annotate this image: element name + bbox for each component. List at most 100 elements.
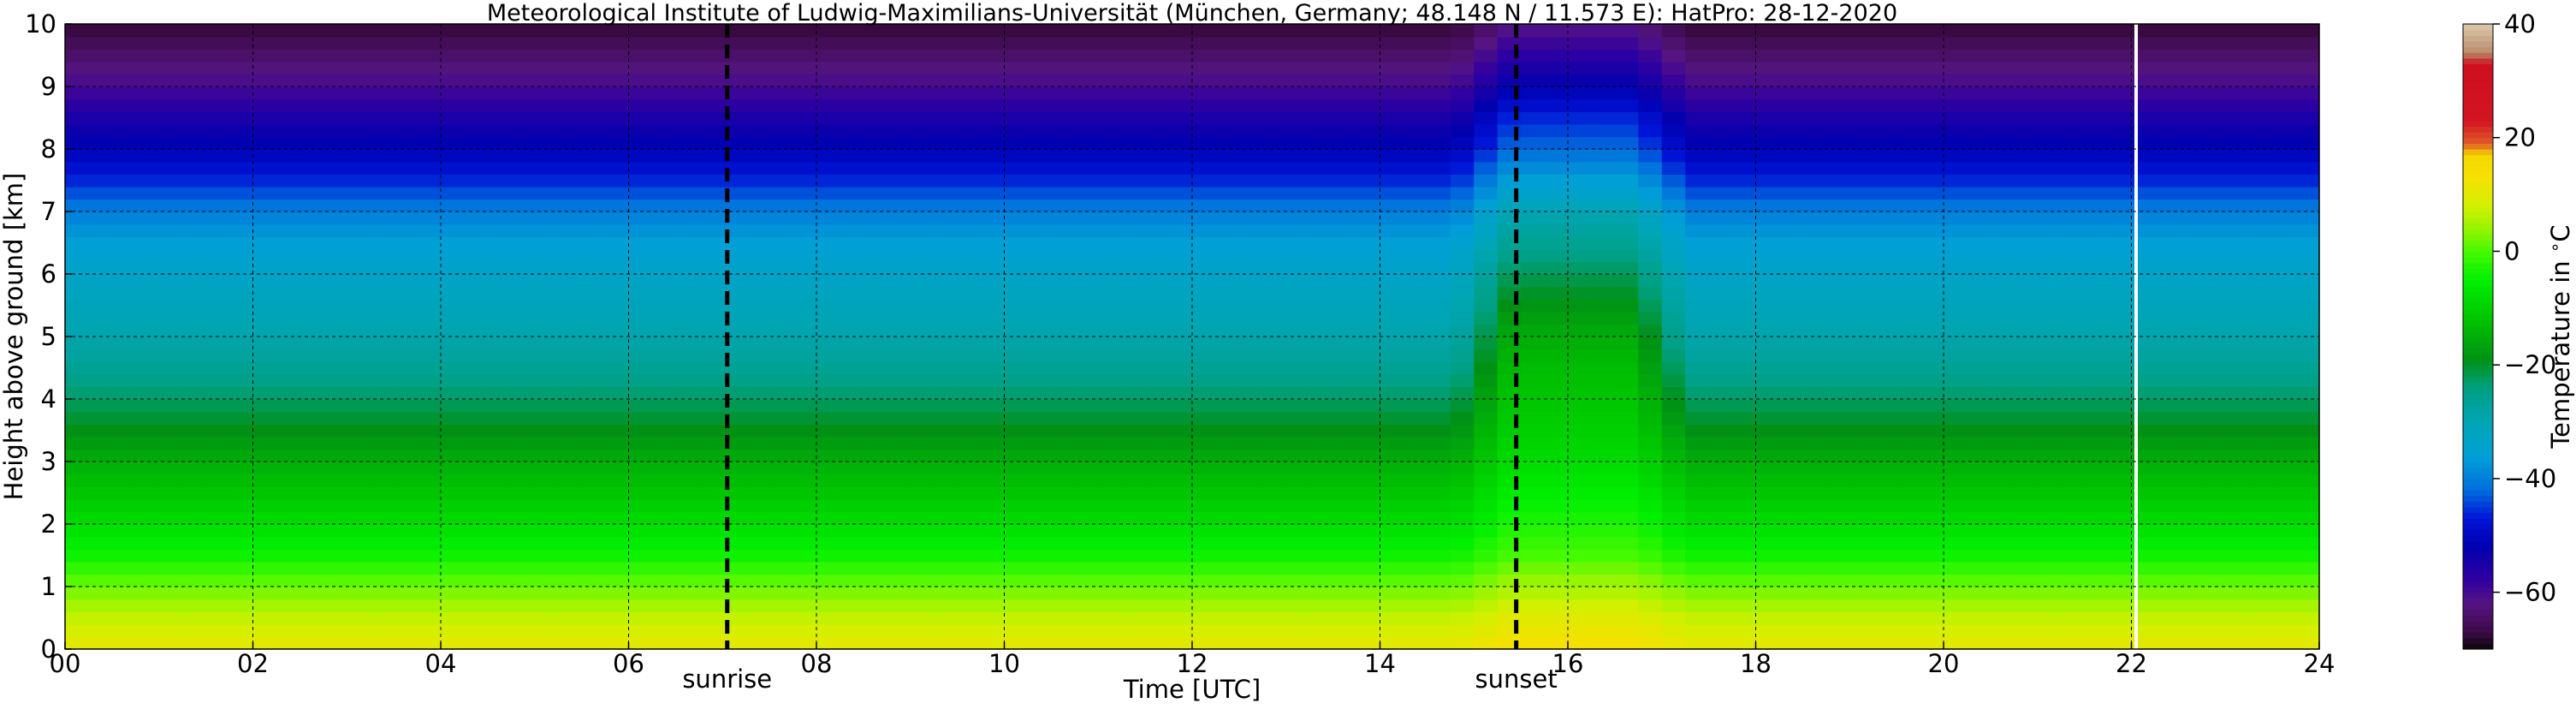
heatmap-cell [2155, 49, 2179, 62]
heatmap-cell [1967, 361, 1991, 374]
heatmap-cell [1286, 562, 1310, 575]
heatmap-cell [1051, 574, 1075, 587]
heatmap-cell [1286, 149, 1310, 162]
heatmap-cell [1098, 111, 1122, 124]
heatmap-cell [1826, 136, 1850, 149]
heatmap-cell [253, 474, 277, 487]
heatmap-cell [699, 624, 723, 637]
heatmap-cell [112, 361, 136, 374]
heatmap-cell [2038, 412, 2062, 425]
heatmap-cell [629, 99, 653, 112]
heatmap-cell [911, 49, 935, 62]
heatmap-cell [135, 587, 159, 599]
heatmap-cell [1779, 399, 1803, 412]
heatmap-cell [958, 386, 982, 399]
heatmap-cell [1662, 562, 1686, 575]
heatmap-cell [1404, 587, 1427, 599]
heatmap-cell [1521, 599, 1545, 612]
heatmap-cell [65, 511, 89, 524]
heatmap-cell [958, 212, 982, 224]
heatmap-cell [441, 549, 465, 562]
heatmap-cell [1802, 187, 1826, 200]
heatmap-cell [2296, 187, 2320, 200]
heatmap-cell [1474, 361, 1498, 374]
heatmap-cell [2296, 261, 2320, 274]
heatmap-cell [2014, 236, 2038, 249]
heatmap-cell [1356, 199, 1380, 212]
heatmap-cell [1427, 162, 1451, 175]
heatmap-cell [441, 474, 465, 487]
heatmap-cell [135, 349, 159, 362]
colorbar-segment [2463, 513, 2493, 519]
heatmap-cell [1896, 386, 1920, 399]
heatmap-cell [1849, 486, 1873, 499]
y-tick-label: 0 [41, 635, 56, 664]
heatmap-cell [699, 162, 723, 175]
heatmap-cell [2061, 486, 2085, 499]
heatmap-cell [1333, 236, 1357, 249]
heatmap-cell [394, 636, 418, 649]
heatmap-cell [911, 62, 935, 74]
heatmap-cell [981, 199, 1005, 212]
heatmap-cell [1169, 86, 1193, 99]
heatmap-cell [1286, 424, 1310, 437]
heatmap-cell [1215, 312, 1239, 325]
heatmap-cell [1192, 199, 1216, 212]
heatmap-cell [2108, 187, 2132, 200]
heatmap-cell [1474, 511, 1498, 524]
heatmap-cell [887, 524, 911, 537]
heatmap-cell [1849, 524, 1873, 537]
heatmap-cell [323, 224, 347, 237]
heatmap-cell [535, 312, 559, 325]
heatmap-cell [2178, 499, 2202, 512]
heatmap-cell [1239, 537, 1263, 550]
heatmap-cell [1638, 162, 1662, 175]
heatmap-cell [394, 312, 418, 325]
heatmap-cell [840, 287, 864, 300]
heatmap-cell [347, 187, 371, 200]
heatmap-cell [1615, 274, 1639, 287]
heatmap-cell [511, 37, 535, 50]
heatmap-cell [1380, 374, 1404, 387]
heatmap-cell [2085, 86, 2109, 99]
heatmap-cell [182, 162, 206, 175]
heatmap-cell [135, 337, 159, 349]
heatmap-cell [1967, 587, 1991, 599]
heatmap-cell [699, 399, 723, 412]
heatmap-cell [1732, 274, 1756, 287]
heatmap-cell [1286, 412, 1310, 425]
heatmap-cell [1262, 99, 1286, 112]
heatmap-cell [1215, 261, 1239, 274]
heatmap-cell [1873, 162, 1897, 175]
heatmap-cell [159, 337, 183, 349]
heatmap-cell [958, 236, 982, 249]
heatmap-cell [2108, 236, 2132, 249]
heatmap-cell [206, 49, 230, 62]
heatmap-cell [1944, 24, 1968, 37]
heatmap-cell [1169, 337, 1193, 349]
heatmap-cell [182, 412, 206, 425]
heatmap-cell [2038, 549, 2062, 562]
heatmap-cell [1638, 524, 1662, 537]
heatmap-cell [605, 187, 629, 200]
heatmap-cell [1356, 111, 1380, 124]
heatmap-cell [816, 287, 840, 300]
heatmap-cell [2225, 312, 2249, 325]
heatmap-cell [394, 136, 418, 149]
heatmap-cell [394, 124, 418, 137]
heatmap-cell [488, 599, 512, 612]
heatmap-cell [371, 187, 395, 200]
heatmap-cell [2202, 537, 2226, 550]
heatmap-cell [1779, 374, 1803, 387]
heatmap-cell [1638, 449, 1662, 462]
heatmap-cell [182, 537, 206, 550]
heatmap-cell [1239, 111, 1263, 124]
heatmap-cell [112, 374, 136, 387]
heatmap-cell [1192, 174, 1216, 187]
heatmap-cell [699, 462, 723, 474]
heatmap-cell [229, 537, 253, 550]
heatmap-cell [864, 349, 887, 362]
heatmap-cell [1802, 349, 1826, 362]
heatmap-cell [1356, 424, 1380, 437]
heatmap-cell [1662, 636, 1686, 649]
